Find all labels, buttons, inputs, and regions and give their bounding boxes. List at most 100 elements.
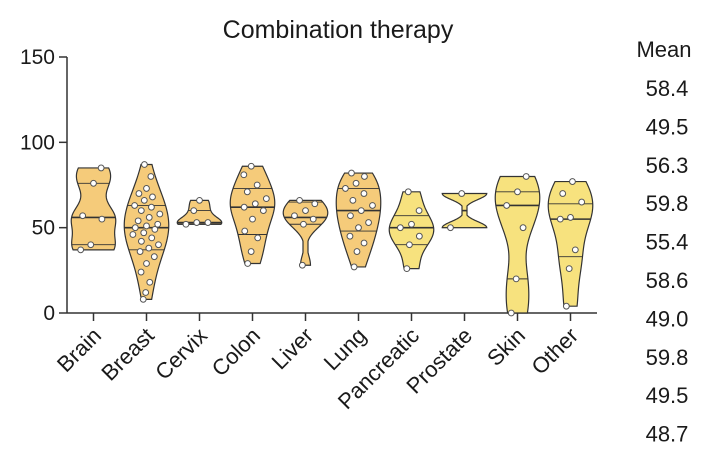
data-point <box>353 248 361 255</box>
chart-title: Combination therapy <box>223 16 454 44</box>
violins <box>70 161 594 317</box>
data-point <box>253 181 261 189</box>
data-point <box>296 196 303 204</box>
data-point <box>578 198 586 206</box>
mean-value: 59.8 <box>646 191 689 216</box>
data-point <box>193 219 201 226</box>
data-point <box>562 302 570 310</box>
violin-cervix <box>176 196 223 228</box>
data-point <box>243 188 251 196</box>
data-point <box>137 207 145 215</box>
data-point <box>447 224 454 232</box>
data-point <box>361 173 368 180</box>
data-point <box>156 210 164 218</box>
data-point <box>137 268 145 276</box>
data-point <box>342 185 349 192</box>
data-point <box>135 190 143 197</box>
data-point <box>556 215 564 223</box>
data-point <box>142 289 150 296</box>
x-tick-label: Other <box>526 323 583 380</box>
data-point <box>262 195 270 203</box>
data-point <box>79 212 87 220</box>
data-point <box>300 220 307 228</box>
mean-value: 48.7 <box>646 422 689 447</box>
data-point <box>406 241 413 249</box>
data-point <box>415 207 423 215</box>
violin-breast <box>123 161 170 303</box>
violin-lung <box>335 169 382 271</box>
data-point <box>259 207 267 215</box>
data-point <box>247 162 255 170</box>
data-point <box>519 224 527 232</box>
data-point <box>369 202 376 209</box>
data-point <box>291 212 298 220</box>
violin-body <box>388 191 435 270</box>
data-point <box>565 265 573 273</box>
data-point <box>90 179 97 187</box>
x-tick-label: Skin <box>482 323 530 371</box>
data-point <box>129 231 137 238</box>
data-point <box>522 173 530 180</box>
data-point <box>348 169 355 177</box>
violin-skin <box>494 173 541 317</box>
data-point <box>131 224 139 232</box>
data-point <box>247 248 255 255</box>
data-point <box>415 232 423 240</box>
x-tick-label: Breast <box>96 323 159 386</box>
data-point <box>360 190 368 197</box>
mean-value: 49.5 <box>646 114 689 139</box>
data-point <box>408 220 415 228</box>
mean-value: 58.6 <box>646 268 689 293</box>
data-point <box>145 214 153 221</box>
x-tick-label: Liver <box>267 323 318 374</box>
y-axis: 0 50 100 150 <box>20 46 68 325</box>
data-point <box>77 246 85 254</box>
data-point <box>254 234 262 242</box>
data-point <box>346 232 354 240</box>
data-point <box>512 275 520 283</box>
data-point <box>154 220 162 228</box>
data-point <box>251 200 259 208</box>
data-point <box>150 253 158 261</box>
violin-colon <box>229 162 276 267</box>
data-point <box>403 265 411 273</box>
data-point <box>143 260 150 267</box>
violin-body <box>335 172 382 268</box>
data-point <box>204 219 212 226</box>
data-point <box>349 196 357 204</box>
violin-body <box>70 167 117 251</box>
data-point <box>360 239 368 247</box>
data-point <box>507 309 515 317</box>
mean-value: 58.4 <box>646 76 689 101</box>
y-tick-label: 100 <box>20 131 55 154</box>
data-point <box>149 193 156 201</box>
data-point <box>309 215 317 223</box>
violin-body <box>176 199 223 225</box>
violin-pancreatic <box>388 188 435 273</box>
data-point <box>141 161 148 168</box>
data-point <box>136 248 144 255</box>
data-point <box>357 207 365 215</box>
violin-body <box>494 175 541 314</box>
data-point <box>571 246 579 254</box>
data-point <box>567 214 574 221</box>
data-point <box>134 217 142 225</box>
data-point <box>569 178 576 185</box>
data-point <box>143 185 150 192</box>
data-point <box>87 241 95 249</box>
data-point <box>140 196 148 204</box>
data-point <box>311 200 319 208</box>
data-point <box>98 215 106 223</box>
violin-body <box>229 165 276 265</box>
data-point <box>350 263 358 271</box>
y-tick-label: 150 <box>20 46 55 69</box>
violin-body <box>547 180 594 307</box>
data-point <box>143 222 150 230</box>
data-point <box>240 203 248 211</box>
data-point <box>151 225 159 233</box>
data-point <box>396 224 404 232</box>
data-point <box>352 179 360 187</box>
data-point <box>131 202 139 209</box>
